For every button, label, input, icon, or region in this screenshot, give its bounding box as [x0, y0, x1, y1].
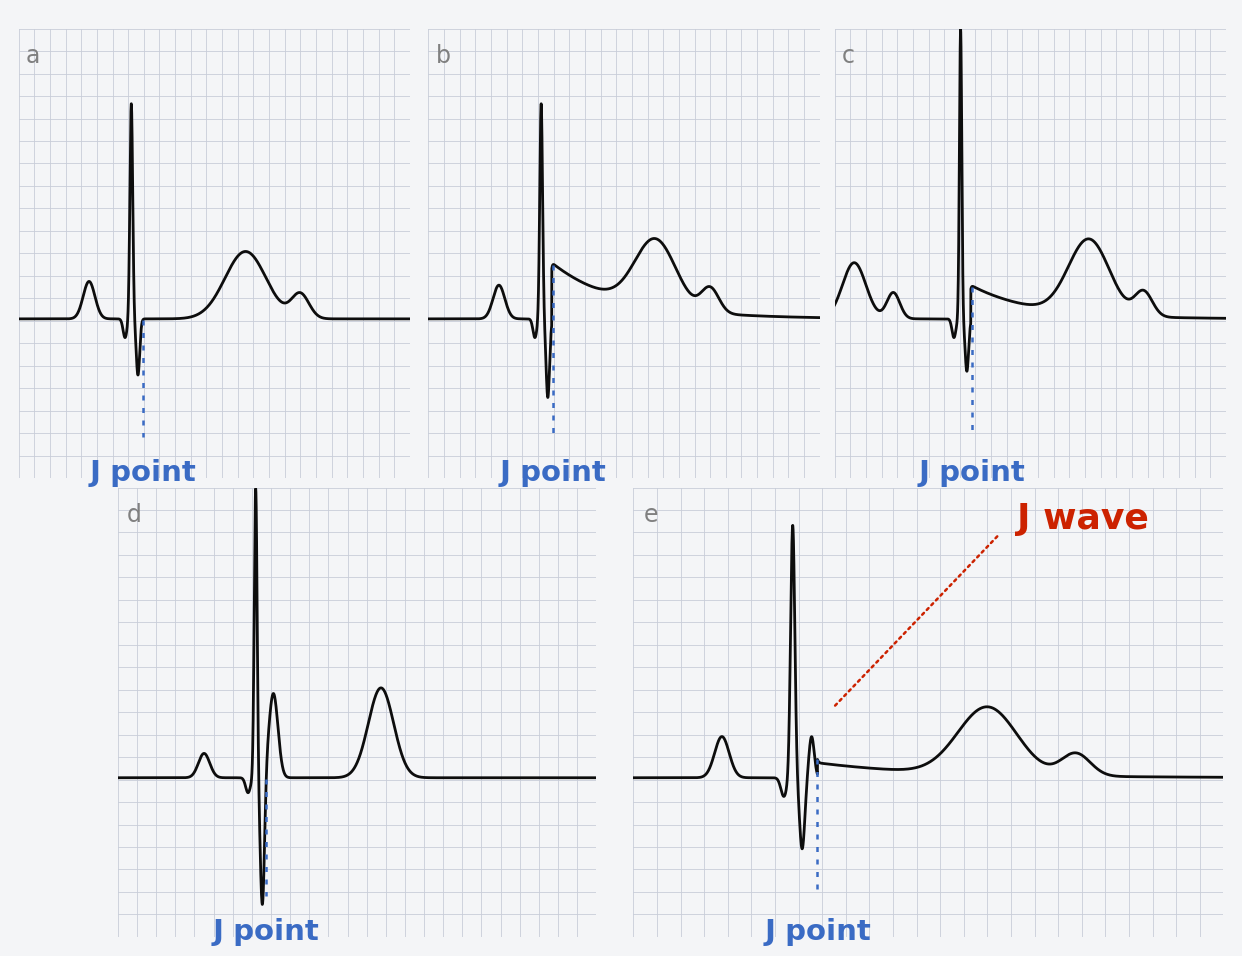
Text: c: c [842, 44, 854, 68]
Text: J point: J point [764, 918, 871, 946]
Text: e: e [645, 503, 658, 527]
Text: a: a [26, 44, 40, 68]
Text: J point: J point [89, 459, 196, 488]
Text: J point: J point [918, 459, 1025, 488]
Text: d: d [127, 503, 142, 527]
Text: J point: J point [499, 459, 606, 488]
Text: J point: J point [212, 918, 319, 946]
Text: J wave: J wave [1017, 503, 1149, 536]
Text: b: b [436, 44, 451, 68]
